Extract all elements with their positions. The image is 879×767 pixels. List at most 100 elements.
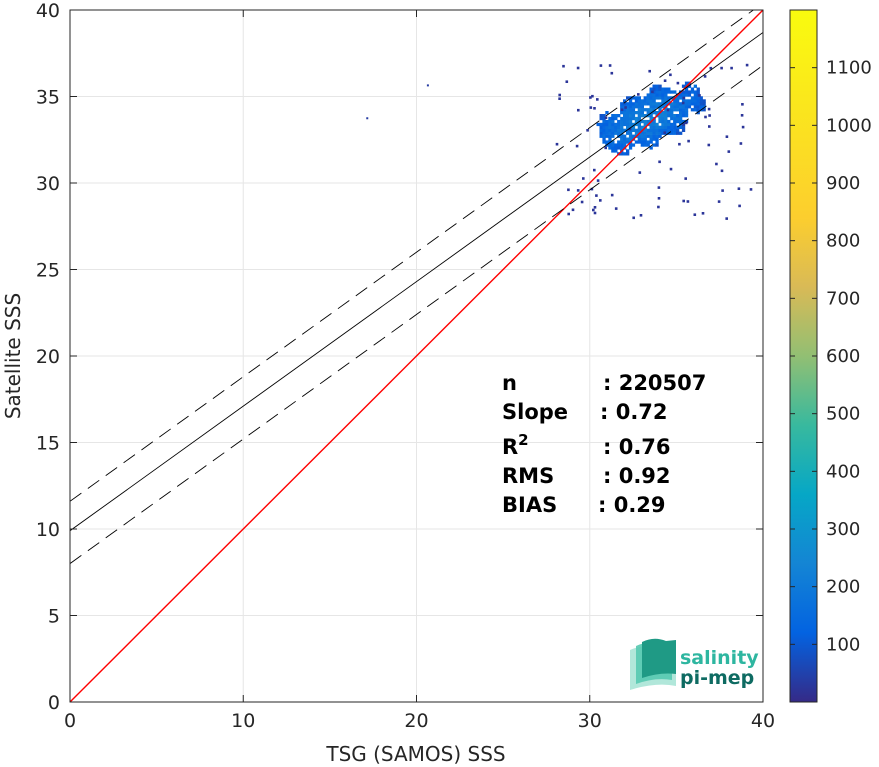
density-cell-531 (703, 75, 707, 78)
density-cell-436 (696, 102, 700, 106)
wave-layers-icon (630, 638, 676, 690)
density-cell-360 (673, 90, 677, 94)
density-cell-66 (617, 125, 621, 129)
density-cell-414 (687, 99, 692, 103)
density-cell-214 (646, 111, 650, 115)
density-cell-271 (655, 96, 659, 100)
density-cell-177 (637, 96, 641, 100)
density-cell-320 (664, 93, 668, 97)
density-cell-39 (611, 146, 615, 150)
density-cell-478 (709, 66, 713, 70)
density-cell-286 (658, 102, 662, 106)
density-cell-147 (631, 105, 636, 109)
density-cell-466 (565, 80, 569, 83)
density-cell-222 (649, 137, 653, 141)
density-cell-347 (670, 90, 674, 94)
density-cell-8 (602, 140, 606, 144)
density-cell-374 (679, 125, 683, 129)
density-cell-407 (684, 93, 689, 97)
density-cell-493 (599, 199, 602, 202)
density-cell-326 (667, 122, 671, 127)
density-cell-308 (664, 128, 668, 132)
density-cell-465 (576, 189, 580, 192)
density-cell-33 (608, 128, 612, 132)
stat-label-2: R2 (502, 431, 529, 459)
density-cell-422 (690, 96, 695, 100)
density-cell-306 (661, 87, 665, 91)
density-cell-411 (684, 81, 689, 85)
density-cell-370 (676, 99, 680, 103)
density-cell-77 (620, 131, 624, 135)
density-cell-504 (614, 207, 618, 210)
outlier-point-0 (426, 84, 429, 87)
density-cell-23 (605, 125, 609, 129)
density-cell-256 (652, 90, 656, 94)
density-cell-526 (592, 208, 595, 212)
density-cell-65 (617, 128, 621, 132)
density-cell-187 (640, 111, 644, 115)
density-cell-164 (637, 134, 641, 138)
density-cell-67 (617, 122, 621, 127)
x-tick-label-2: 20 (404, 710, 428, 732)
density-cell-144 (631, 114, 636, 118)
density-cell-288 (658, 93, 662, 97)
density-cell-379 (679, 111, 683, 115)
density-cell-150 (634, 140, 639, 144)
density-cell-113 (626, 114, 630, 118)
density-cell-521 (686, 200, 690, 203)
density-cell-417 (687, 84, 692, 88)
density-cell-540 (567, 212, 570, 216)
density-cell-447 (702, 108, 706, 112)
density-cell-335 (667, 87, 671, 91)
y-axis-label: Satellite SSS (1, 293, 25, 419)
density-cell-350 (673, 125, 677, 129)
density-cell-72 (620, 146, 624, 150)
density-cell-366 (676, 114, 680, 118)
density-cell-438 (696, 96, 700, 100)
density-cell-157 (634, 111, 639, 115)
density-cell-297 (661, 116, 665, 121)
density-cell-76 (620, 134, 624, 138)
density-cell-162 (637, 140, 641, 144)
density-cell-310 (664, 122, 668, 127)
density-cell-301 (661, 102, 665, 106)
density-cell-69 (617, 114, 621, 118)
density-cell-494 (608, 64, 612, 67)
density-cell-107 (626, 131, 630, 135)
density-cell-226 (649, 125, 653, 129)
density-cell-421 (690, 99, 695, 103)
density-cell-518 (596, 179, 600, 182)
density-cell-329 (667, 111, 671, 115)
density-cell-15 (602, 119, 606, 124)
density-cell-40 (611, 143, 615, 147)
density-cell-302 (661, 99, 665, 103)
density-cell-46 (611, 122, 615, 127)
density-cell-444 (699, 102, 703, 106)
density-cell-74 (620, 140, 624, 144)
stat-value-2: : 0.76 (603, 435, 671, 459)
density-cell-428 (693, 99, 697, 103)
density-cell-445 (699, 99, 703, 103)
density-cell-132 (628, 108, 633, 112)
density-cell-202 (643, 108, 647, 112)
density-cell-384 (679, 93, 683, 97)
density-cell-85 (620, 105, 624, 109)
density-cell-258 (652, 84, 656, 88)
density-cell-277 (658, 131, 662, 135)
density-cell-38 (611, 149, 615, 153)
density-cell-524 (730, 66, 733, 70)
density-cell-337 (670, 128, 674, 132)
density-cell-512 (610, 193, 614, 197)
density-cell-94 (623, 122, 627, 127)
density-cell-284 (658, 108, 662, 112)
density-cell-463 (707, 143, 711, 147)
density-cell-358 (673, 99, 677, 103)
density-cell-252 (652, 102, 656, 106)
density-cell-506 (639, 214, 643, 217)
density-cell-527 (595, 194, 598, 197)
density-cell-36 (608, 119, 612, 124)
density-cell-492 (682, 199, 685, 203)
density-cell-212 (646, 119, 650, 124)
density-cell-205 (643, 96, 647, 100)
y-tick-label-1: 5 (48, 606, 60, 628)
